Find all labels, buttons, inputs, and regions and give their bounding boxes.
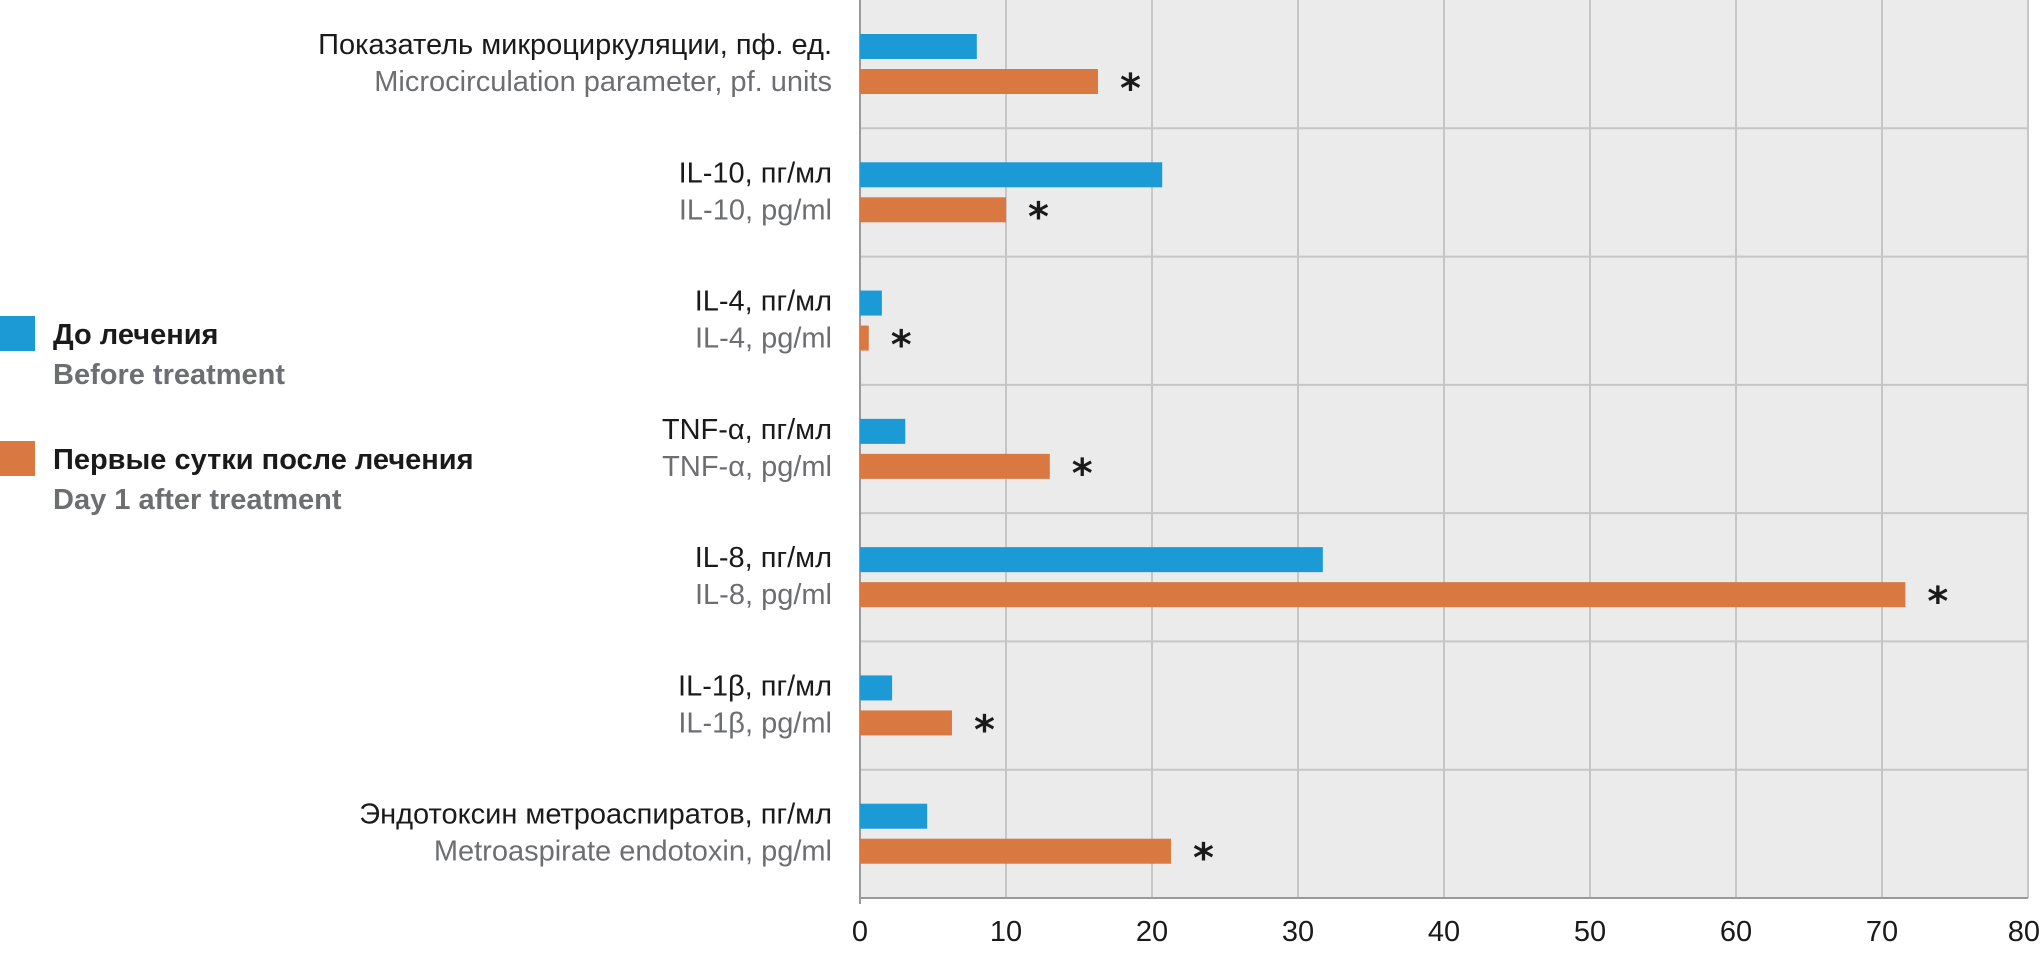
legend-label-after-ru: Первые сутки после лечения	[53, 444, 474, 476]
bar-before-treatment	[860, 290, 882, 316]
x-tick-label: 50	[1574, 916, 1606, 948]
significance-asterisk: *	[1120, 66, 1141, 112]
bar-before-treatment	[860, 418, 906, 444]
category-label-en: TNF-α, pg/ml	[662, 451, 832, 483]
significance-asterisk: *	[891, 323, 912, 369]
x-tick-label: 0	[852, 916, 868, 948]
significance-markers: * * * * * * *	[891, 66, 1949, 882]
x-tick-label: 10	[990, 916, 1022, 948]
category-label-en: Metroaspirate endotoxin, pg/ml	[434, 836, 832, 868]
category-label-ru: IL-4, пг/мл	[695, 286, 832, 318]
x-tick-label: 30	[1282, 916, 1314, 948]
bars	[860, 34, 1906, 864]
bar-before-treatment	[860, 162, 1163, 188]
significance-asterisk: *	[1072, 451, 1093, 497]
legend-label-after-en: Day 1 after treatment	[53, 484, 342, 516]
bar-after-treatment	[860, 197, 1006, 223]
bar-after-treatment	[860, 838, 1171, 864]
significance-asterisk: *	[1927, 579, 1948, 625]
bar-after-treatment	[860, 582, 1906, 608]
category-label-ru: TNF-α, пг/мл	[662, 414, 832, 446]
legend-swatch-after	[0, 441, 35, 476]
bar-after-treatment	[860, 325, 869, 351]
category-label-en: IL-10, pg/ml	[679, 194, 832, 226]
significance-asterisk: *	[974, 707, 995, 753]
x-axis-tick-labels: 0 10 20 30 40 50 60 70 80	[852, 916, 2040, 948]
category-label-en: IL-1β, pg/ml	[678, 707, 832, 739]
category-label-ru: IL-10, пг/мл	[679, 157, 832, 189]
category-label-en: Microcirculation parameter, pf. units	[374, 66, 832, 98]
category-label-en: IL-4, pg/ml	[695, 323, 832, 355]
x-tick-label: 60	[1720, 916, 1752, 948]
x-tick-label: 80	[2008, 916, 2040, 948]
legend-swatch-before	[0, 316, 35, 351]
category-label-ru: Показатель микроциркуляции, пф. ед.	[318, 29, 832, 61]
bar-before-treatment	[860, 34, 977, 59]
category-label-en: IL-8, pg/ml	[695, 579, 832, 611]
significance-asterisk: *	[1193, 836, 1214, 882]
x-tick-label: 20	[1136, 916, 1168, 948]
bar-after-treatment	[860, 69, 1098, 94]
category-label-ru: Эндотоксин метроаспиратов, пг/мл	[359, 799, 832, 831]
bar-after-treatment	[860, 453, 1050, 479]
category-labels: Показатель микроциркуляции, пф. ед. Micro…	[318, 29, 832, 868]
legend-label-before-ru: До лечения	[53, 319, 218, 351]
significance-asterisk: *	[1028, 194, 1049, 240]
category-label-ru: IL-1β, пг/мл	[678, 670, 832, 702]
x-tick-label: 40	[1428, 916, 1460, 948]
legend-label-before-en: Before treatment	[53, 359, 285, 391]
bar-before-treatment	[860, 803, 928, 829]
category-label-ru: IL-8, пг/мл	[695, 542, 832, 574]
x-tick-label: 70	[1866, 916, 1898, 948]
legend: До лечения Before treatment Первые сутки…	[0, 316, 474, 516]
bar-before-treatment	[860, 675, 893, 701]
bar-before-treatment	[860, 547, 1323, 573]
gridlines	[859, 0, 2029, 904]
bar-after-treatment	[860, 710, 952, 736]
